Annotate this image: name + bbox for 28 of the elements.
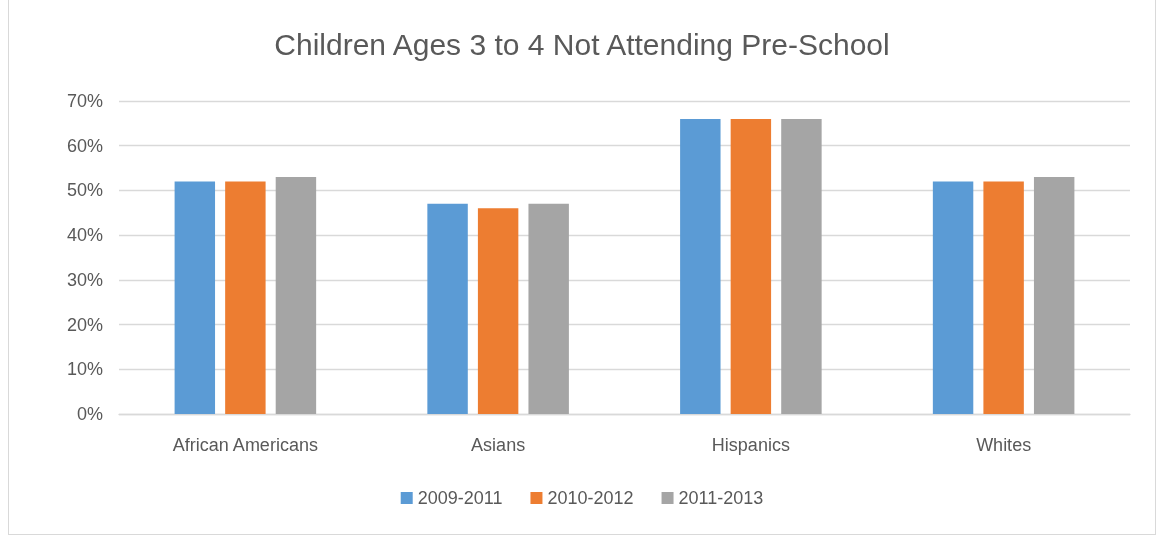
bar: [932, 181, 974, 414]
bar: [983, 181, 1024, 414]
y-tick-label: 0%: [76, 404, 103, 424]
bar: [781, 118, 822, 414]
chart-title: Children Ages 3 to 4 Not Attending Pre-School: [274, 27, 890, 61]
bar: [680, 118, 721, 414]
x-tick-label: Whites: [976, 435, 1032, 455]
bar: [528, 203, 569, 414]
bar: [477, 208, 519, 414]
y-tick-label: 70%: [66, 91, 103, 111]
x-tick-label: Asians: [471, 435, 526, 455]
y-tick-label: 30%: [66, 269, 103, 290]
y-tick-label: 10%: [66, 359, 103, 380]
bar: [427, 203, 468, 414]
bar: [174, 181, 216, 414]
y-tick-label: 40%: [66, 225, 103, 246]
x-tick-label: Hispanics: [711, 435, 790, 455]
legend-label: 2009-2011: [417, 488, 503, 508]
bar: [225, 181, 266, 414]
y-tick-label: 60%: [66, 135, 103, 156]
legend-label: 2011-2013: [678, 488, 764, 508]
bar: [730, 118, 772, 414]
y-tick-label: 20%: [66, 314, 103, 335]
y-tick-label: 50%: [66, 180, 103, 201]
legend-label: 2010-2012: [547, 488, 634, 508]
x-tick-label: African Americans: [172, 435, 318, 455]
bar: [275, 177, 317, 414]
bar: [1033, 177, 1075, 414]
